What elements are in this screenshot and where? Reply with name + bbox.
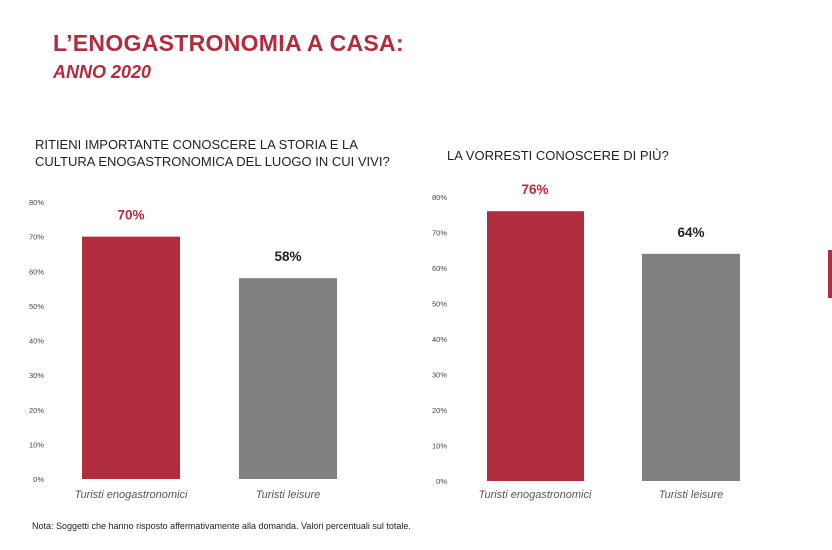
chart-2-question: LA VORRESTI CONOSCERE DI PIÙ? [447,148,669,163]
bar-turisti-enogastronomici [82,236,180,479]
category-label: Turisti leisure [659,489,724,501]
y-tick-label: 10% [432,442,447,451]
y-tick-label: 10% [29,440,44,449]
y-tick-label: 70% [29,233,44,242]
page-subtitle: ANNO 2020 [53,62,152,82]
category-label: Turisti enogastronomici [75,489,188,501]
y-tick-label: 0% [436,477,447,486]
bar-turisti-leisure [239,278,337,479]
y-tick-label: 50% [432,300,447,309]
y-tick-label: 20% [432,406,447,415]
y-tick-label: 40% [29,337,44,346]
y-tick-label: 60% [432,264,447,273]
y-tick-label: 30% [432,371,447,380]
y-tick-label: 0% [33,475,44,484]
y-tick-label: 80% [29,198,44,207]
side-accent-mark [828,250,832,298]
category-label: Turisti leisure [256,489,321,501]
data-label: 76% [521,182,548,197]
y-tick-label: 70% [432,229,447,238]
footnote: Nota: Soggetti che hanno risposto afferm… [32,521,411,531]
category-label: Turisti enogastronomici [479,489,592,501]
data-label: 58% [274,249,301,264]
y-tick-label: 30% [29,371,44,380]
bar-turisti-leisure [642,253,740,481]
page-title: L’ENOGASTRONOMIA A CASA: [53,30,404,56]
y-tick-label: 20% [29,406,44,415]
chart-1-question: RITIENI IMPORTANTE CONOSCERE LA STORIA E… [35,137,390,169]
data-label: 64% [677,225,704,240]
y-tick-label: 80% [432,193,447,202]
y-tick-label: 50% [29,302,44,311]
bar-turisti-enogastronomici [487,211,584,481]
y-tick-label: 60% [29,267,44,276]
y-tick-label: 40% [432,335,447,344]
data-label: 70% [117,208,144,223]
